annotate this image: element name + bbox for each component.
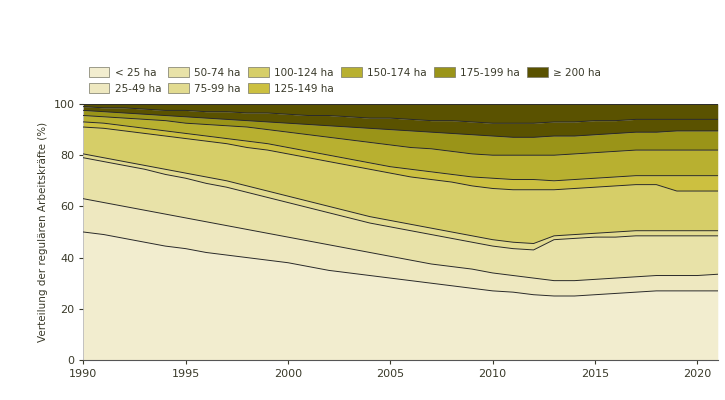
Y-axis label: Verteilung der regulären Arbeitskräfte (%): Verteilung der regulären Arbeitskräfte (… [38, 122, 48, 342]
Legend: < 25 ha, 25-49 ha, 50-74 ha, 75-99 ha, 100-124 ha, 125-149 ha, 150-174 ha, 175-1: < 25 ha, 25-49 ha, 50-74 ha, 75-99 ha, 1… [88, 67, 601, 94]
